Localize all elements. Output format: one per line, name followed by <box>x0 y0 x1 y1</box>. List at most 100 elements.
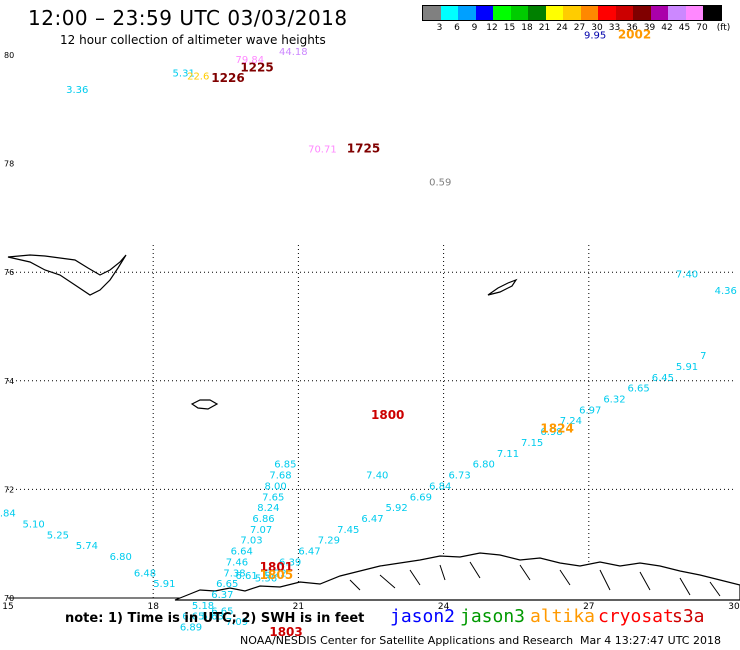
pass-time-label: 1800 <box>371 408 404 422</box>
wave-height-label: 8.24 <box>257 503 279 514</box>
lat-tick-label: 76 <box>4 268 14 277</box>
wave-height-label: 6.80 <box>473 460 495 471</box>
wave-height-label: 6.98 <box>540 427 562 438</box>
wave-height-label: 6.86 <box>252 514 274 525</box>
wave-height-label: 6.65 <box>182 612 204 623</box>
wave-height-label: 5.36 <box>255 574 277 585</box>
pass-time-label: 2002 <box>618 28 651 42</box>
legend-tick-label: 30 <box>591 23 603 33</box>
legend-tick-label: 3 <box>436 23 443 33</box>
legend-tick-label: 70 <box>696 23 708 33</box>
legend-swatch <box>510 6 528 20</box>
wave-height-label: 6.97 <box>579 405 601 416</box>
wave-height-label: 79.84 <box>235 55 264 66</box>
wave-height-label: 7.46 <box>226 557 248 568</box>
wave-height-label: 5.84 <box>0 509 16 520</box>
wave-height-label: 7.68 <box>269 471 291 482</box>
footer-note: note: 1) Time is in UTC; 2) SWH is in fe… <box>65 611 365 626</box>
wave-height-label: 6.65 <box>211 606 233 617</box>
lat-lon-grid: 15 18 21 24 27 30 70 72 74 76 78 80 <box>2 51 740 612</box>
page-title: 12:00 – 23:59 UTC 03/03/2018 <box>28 6 348 30</box>
legend-swatch <box>703 6 721 20</box>
legend-tick-label: 12 <box>486 23 498 33</box>
legend-swatch <box>685 6 703 20</box>
lon-tick-label: 18 <box>147 602 159 612</box>
wave-height-label: 6.32 <box>603 395 625 406</box>
legend-swatch <box>423 6 441 20</box>
wave-height-label: 5.31 <box>173 69 195 80</box>
wave-height-label: 44.18 <box>279 47 308 58</box>
legend-swatch <box>545 6 563 20</box>
lon-tick-label: 24 <box>438 602 450 612</box>
wave-height-label: 5.92 <box>386 503 408 514</box>
wave-height-label: 9.95 <box>584 31 606 42</box>
footer-credit: NOAA/NESDIS Center for Satellite Applica… <box>240 634 574 647</box>
wave-height-label: 4.36 <box>715 286 737 297</box>
wave-height-label: 7.24 <box>560 416 582 427</box>
norway-fjords <box>349 561 721 597</box>
lon-tick-label: 21 <box>293 602 304 612</box>
pass-time-label: 1225 <box>240 60 273 74</box>
satellite-label-jason3: jason3 <box>460 606 526 627</box>
satellite-label-cryosat: cryosat <box>598 606 674 627</box>
wave-height-label: 8.00 <box>265 481 287 492</box>
wave-height-label: 7.38 <box>223 568 245 579</box>
satellite-label-s3a: s3a <box>672 606 705 627</box>
wave-height-label: 6.64 <box>231 547 253 558</box>
page-subtitle: 12 hour collection of altimeter wave hei… <box>60 33 326 47</box>
wave-height-label: 6.47 <box>298 547 320 558</box>
wave-height-label: 6.69 <box>410 492 432 503</box>
lon-tick-label: 30 <box>728 602 740 612</box>
legend-tick-label: 9 <box>471 23 478 33</box>
wave-height-label: 5.63 <box>202 612 224 623</box>
wave-height-label: 22.6 <box>187 71 209 82</box>
wave-height-label: 6.37 <box>211 590 233 601</box>
observations-layer: 7.40 1800 6.857.688.007.658.246.867.077.03… <box>0 28 737 639</box>
wave-height-label: 5.91 <box>153 579 175 590</box>
wave-height-label: 6.80 <box>110 552 132 563</box>
legend-swatch <box>493 6 511 20</box>
legend-tick-label: 6 <box>454 23 460 33</box>
wave-height-label: 5.74 <box>76 541 98 552</box>
wave-height-label: 7.15 <box>521 438 543 449</box>
wave-height-label: 6.73 <box>448 471 470 482</box>
wave-height-label: 6.89 <box>180 623 202 634</box>
legend-swatch <box>580 6 598 20</box>
legend-swatch <box>528 6 546 20</box>
wave-height-label: 6.85 <box>274 460 296 471</box>
legend-swatch <box>650 6 668 20</box>
wave-height-label: 7.40 <box>366 471 388 482</box>
wave-height-label: 6.65 <box>216 579 238 590</box>
wave-height-label: 3.36 <box>66 85 88 96</box>
wave-height-label: 7.40 <box>676 270 698 281</box>
legend-tick-label: 45 <box>678 23 691 33</box>
legend-tick-label: 18 <box>521 23 533 33</box>
legend-swatch <box>633 6 651 20</box>
svalbard-coast <box>7 254 127 296</box>
wave-height-label: 7.65 <box>262 492 284 503</box>
lat-tick-label: 70 <box>4 594 14 603</box>
lon-tick-label: 15 <box>2 602 13 612</box>
norway-coast <box>174 552 740 601</box>
lon-tick-label: 27 <box>583 602 594 612</box>
wave-height-label: 7 <box>700 351 706 362</box>
pass-time-label: 1824 <box>540 421 573 435</box>
wave-height-label: 6.22 <box>265 568 287 579</box>
pass-time-label: 1725 <box>347 142 380 156</box>
legend-swatch <box>440 6 458 20</box>
pass-time-label: 1803 <box>269 625 302 639</box>
wave-height-label: 5.10 <box>23 519 45 530</box>
legend-tick-label: 39 <box>643 23 656 33</box>
legend-swatch <box>475 6 493 20</box>
pass-time-label: 1801 <box>260 560 293 574</box>
legend-tick-label: 33 <box>608 23 621 33</box>
legend-unit: (ft) <box>716 23 731 33</box>
legend-swatch <box>598 6 616 20</box>
footer-timestamp: Mar 4 13:27:47 UTC 2018 <box>580 634 721 647</box>
wave-height-label: 6.48 <box>134 568 156 579</box>
wave-height-label: 6.84 <box>429 481 451 492</box>
coastline <box>7 254 740 601</box>
pass-time-label: 1805 <box>260 568 293 582</box>
legend-swatch <box>668 6 686 20</box>
